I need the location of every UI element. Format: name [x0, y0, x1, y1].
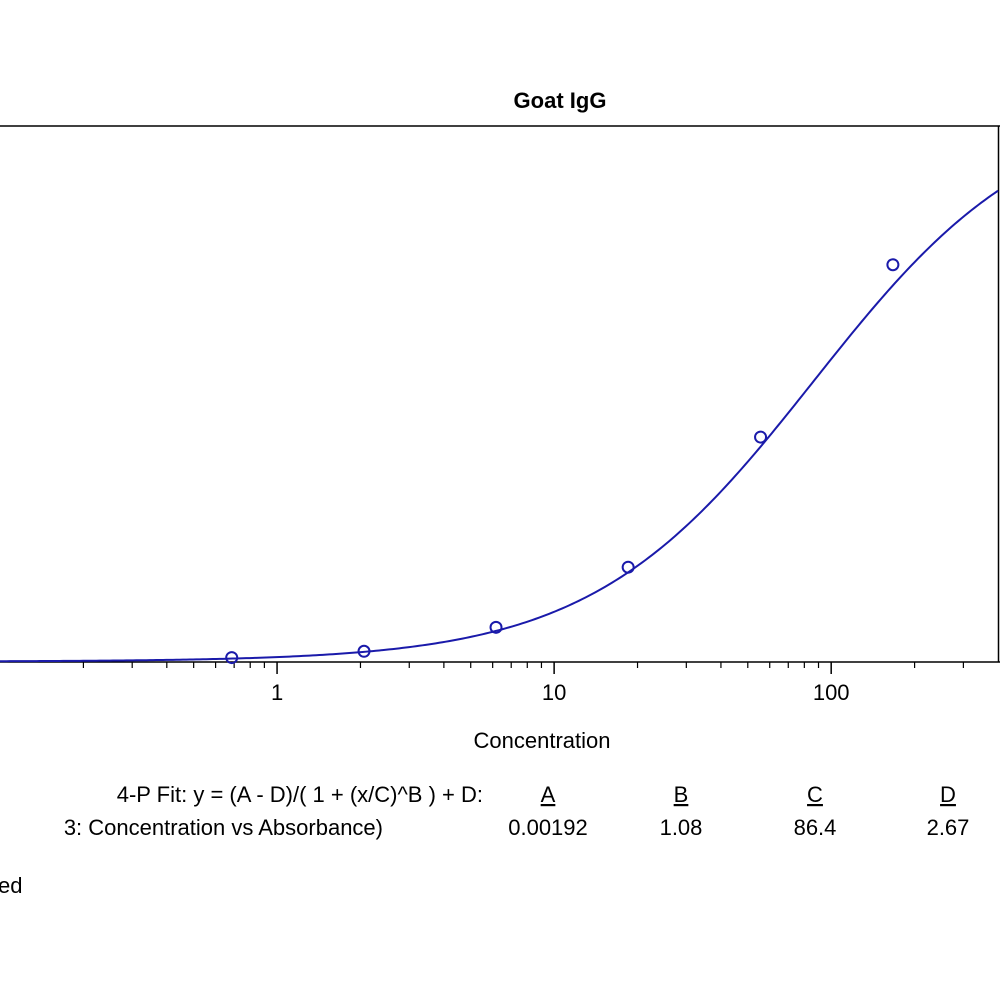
data-point	[754, 430, 768, 444]
param-value-c: 86.4	[794, 815, 837, 840]
param-value-a: 0.00192	[508, 815, 588, 840]
x-axis-title: Concentration	[474, 728, 611, 753]
x-minor-ticks	[82, 662, 964, 668]
param-name-d: D	[940, 782, 956, 807]
param-value-d: 2.67	[927, 815, 970, 840]
chart-title: Goat IgG	[514, 88, 607, 113]
data-point	[225, 651, 239, 665]
data-point	[886, 258, 900, 272]
footer-text: ed	[0, 873, 22, 898]
fit-curve	[0, 189, 999, 663]
param-name-b: B	[674, 782, 689, 807]
fit-equation-label: 4-P Fit: y = (A - D)/( 1 + (x/C)^B ) + D…	[117, 782, 483, 807]
x-tick-labels: 1 10 100	[271, 680, 850, 705]
fit-parameters: A 0.00192 B 1.08 C 86.4 D 2.67	[508, 782, 969, 840]
x-tick-label: 10	[542, 680, 566, 705]
x-major-ticks	[276, 662, 832, 674]
data-points	[225, 258, 900, 665]
data-point	[621, 560, 635, 574]
param-name-a: A	[541, 782, 556, 807]
param-value-b: 1.08	[660, 815, 703, 840]
data-point	[489, 620, 503, 634]
x-tick-label: 1	[271, 680, 283, 705]
x-tick-label: 100	[813, 680, 850, 705]
param-name-c: C	[807, 782, 823, 807]
data-point	[357, 644, 371, 658]
fit-series-label: 3: Concentration vs Absorbance)	[64, 815, 383, 840]
